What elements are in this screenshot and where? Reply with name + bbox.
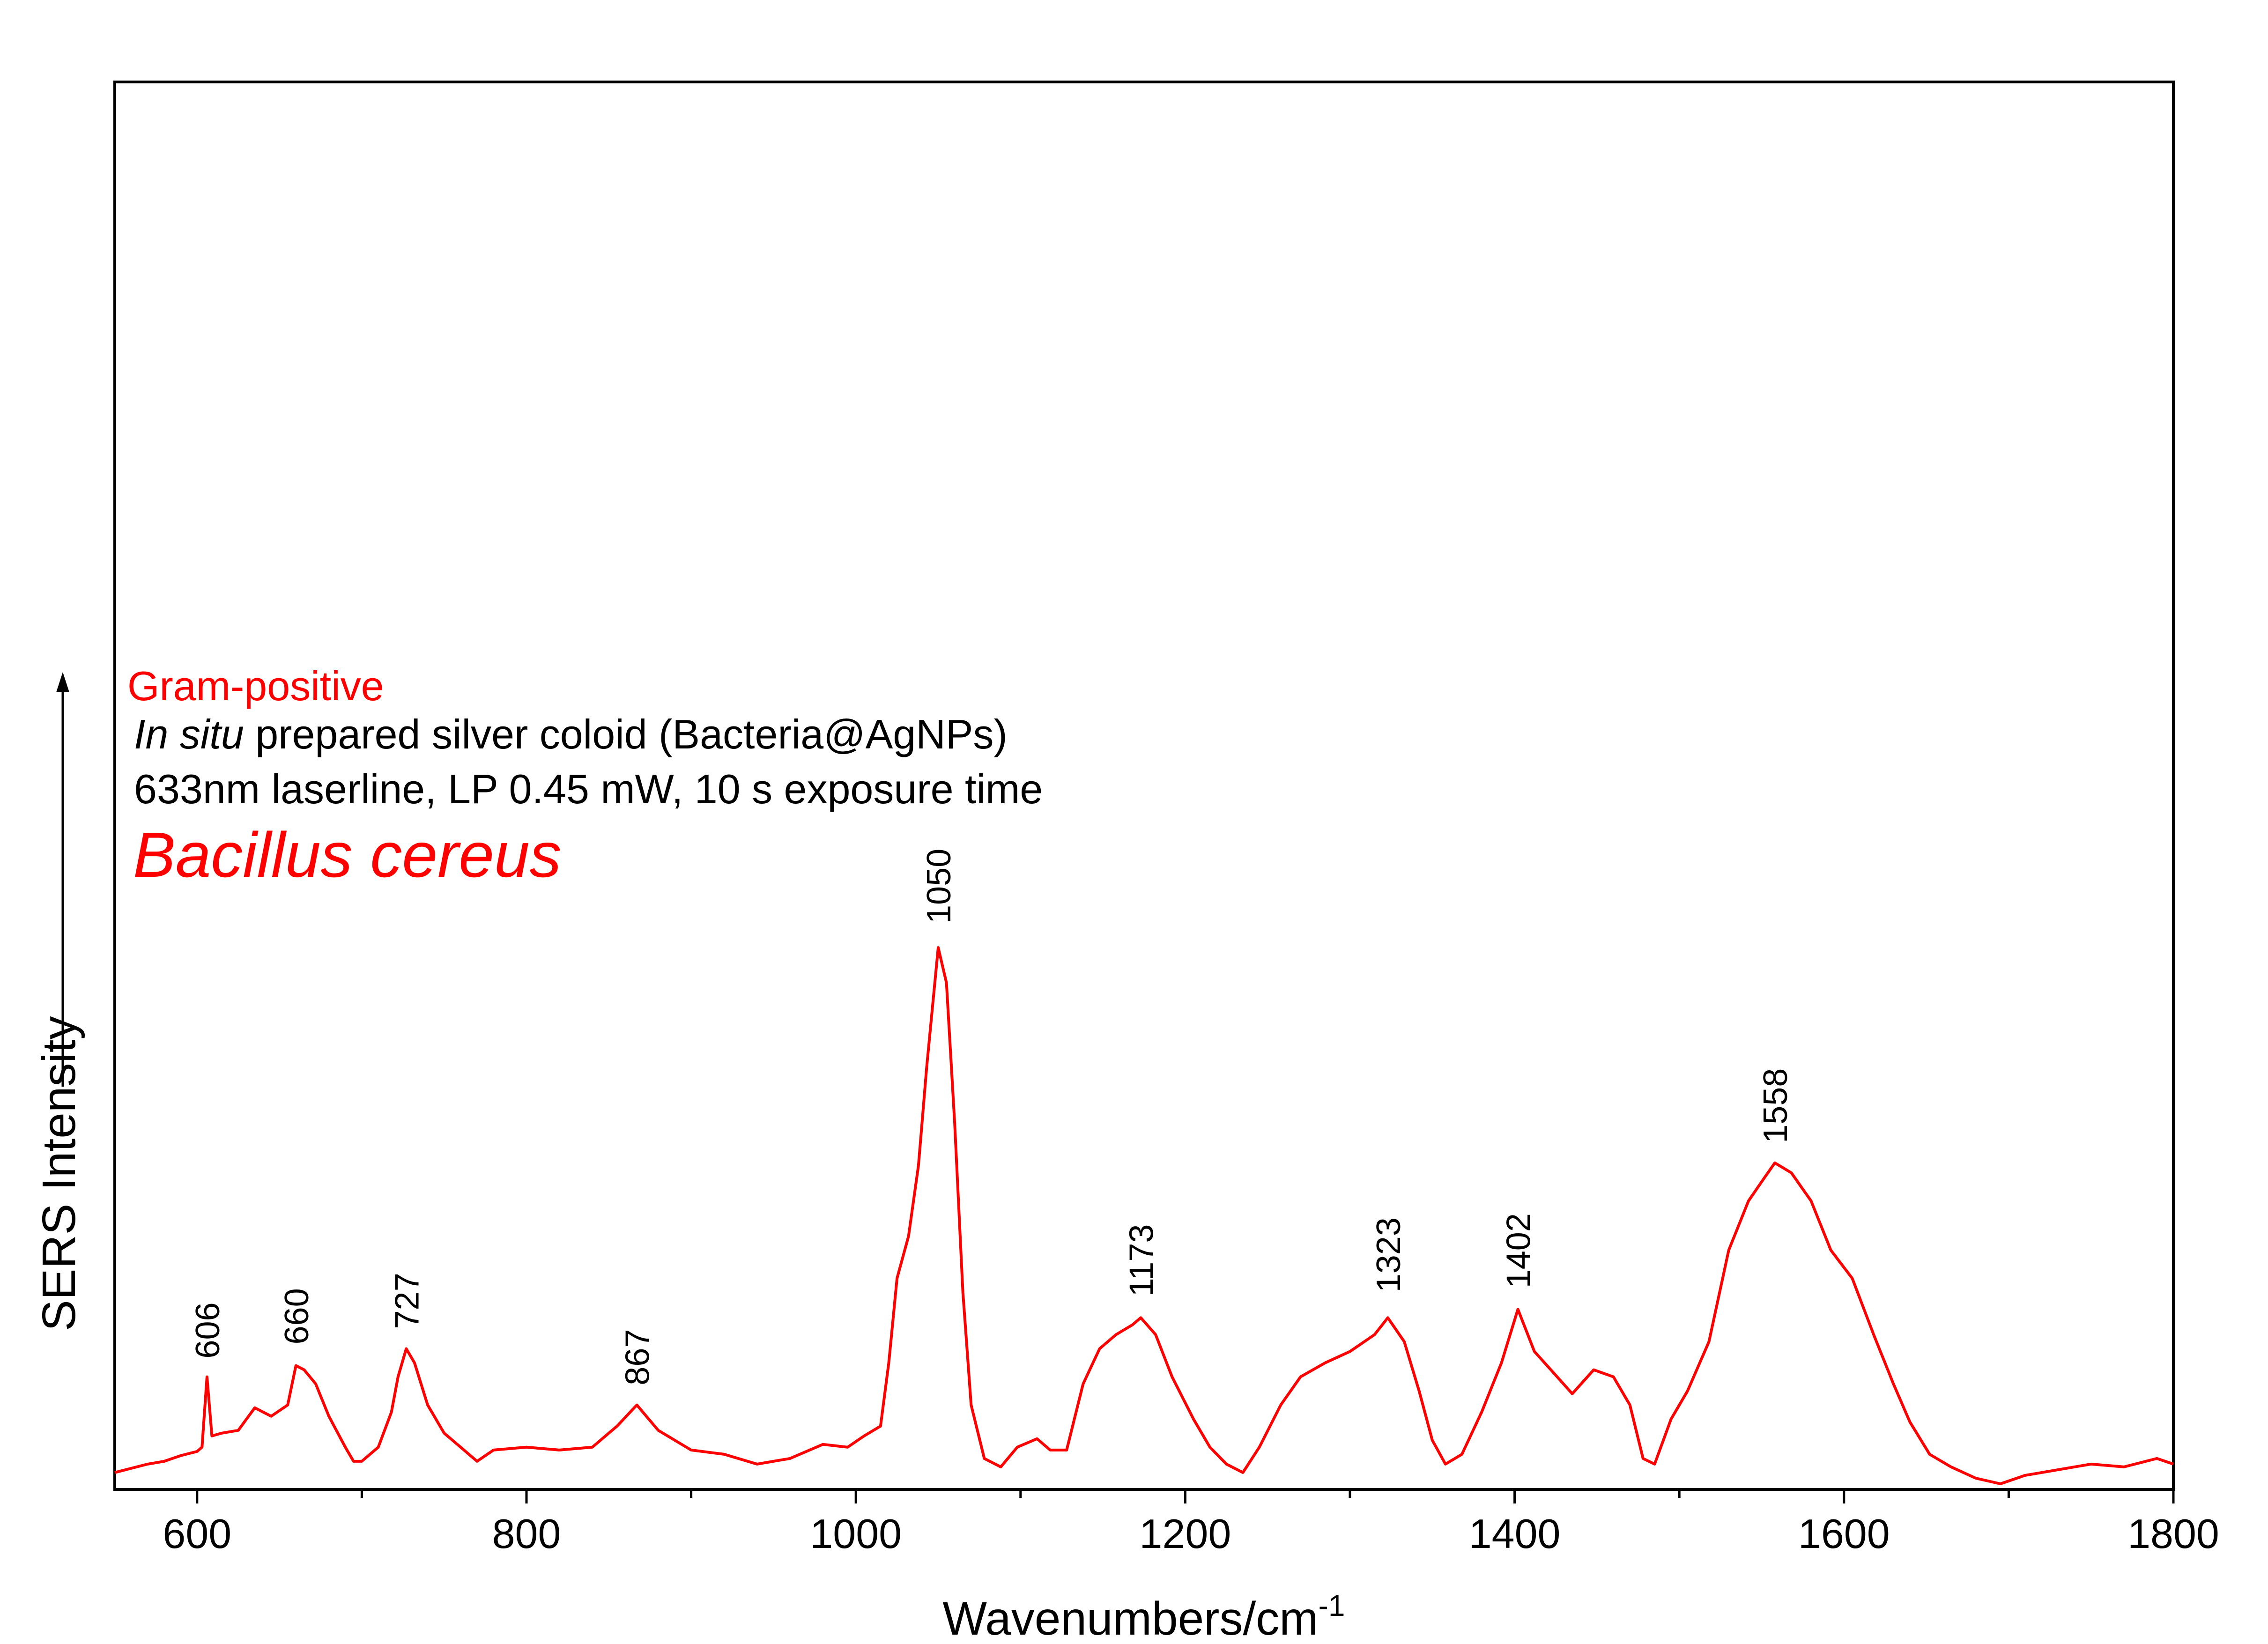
x-tick-label: 1200 xyxy=(1140,1511,1231,1557)
peak-labels: 606 660 727 867 1050 1173 1323 1402 1558 xyxy=(189,849,1794,1385)
annotation-method: In situ prepared silver coloid (Bacteria… xyxy=(134,711,1008,757)
x-tick-label: 1600 xyxy=(1798,1511,1890,1557)
peak-label: 660 xyxy=(278,1288,316,1344)
y-axis-arrow-head xyxy=(56,672,69,692)
x-axis-ticks xyxy=(196,1489,2175,1503)
peak-label: 1173 xyxy=(1123,1224,1161,1297)
plot-frame xyxy=(113,81,2175,1491)
peak-label: 1558 xyxy=(1757,1068,1794,1143)
annotation-category: Gram-positive xyxy=(127,663,384,709)
y-axis-title: SERS Intensity xyxy=(33,1016,85,1331)
x-tick-label: 800 xyxy=(492,1511,561,1557)
x-tick-label: 1000 xyxy=(810,1511,902,1557)
peak-label: 1323 xyxy=(1370,1217,1408,1292)
x-tick-label: 1400 xyxy=(1469,1511,1561,1557)
peak-label: 867 xyxy=(619,1329,657,1385)
annotation-species: Bacillus cereus xyxy=(133,819,562,890)
x-tick-label: 1800 xyxy=(2127,1511,2219,1557)
peak-label: 1050 xyxy=(920,849,958,924)
peak-label: 1402 xyxy=(1500,1213,1538,1288)
sers-spectrum-line xyxy=(114,946,2174,1485)
x-axis-title-superscript: -1 xyxy=(1319,1589,1345,1622)
annotation-method-rest: prepared silver coloid (Bacteria@AgNPs) xyxy=(244,711,1008,757)
peak-label: 727 xyxy=(388,1273,426,1329)
x-axis-title-main: Wavenumbers/cm xyxy=(943,1592,1319,1642)
x-tick-label: 600 xyxy=(163,1511,231,1557)
annotation-method-italic: In situ xyxy=(134,711,244,757)
x-axis-tick-labels: 600 800 1000 1200 1400 1600 1800 xyxy=(163,1511,2219,1557)
x-axis-title: Wavenumbers/cm-1 xyxy=(943,1589,1345,1642)
peak-label: 606 xyxy=(189,1302,227,1358)
annotation-laser: 633nm laserline, LP 0.45 mW, 10 s exposu… xyxy=(134,766,1043,812)
